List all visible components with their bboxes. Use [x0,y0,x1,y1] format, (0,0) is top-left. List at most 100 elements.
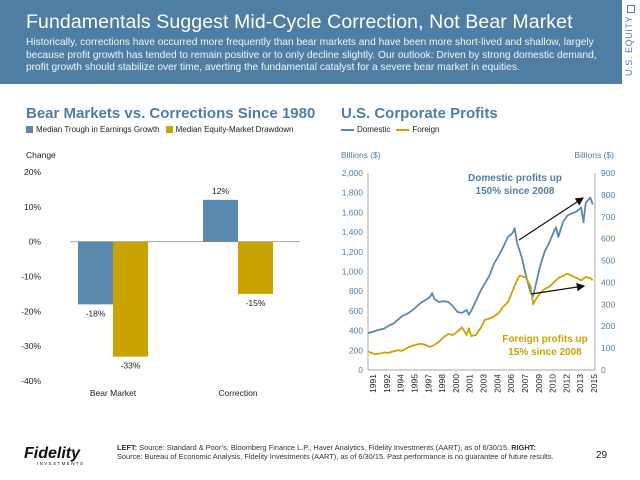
left-y-tick-label: 10% [24,202,41,212]
right-left-y-tick-label: 600 [349,306,363,316]
right-right-y-tick-label: 600 [601,234,615,244]
right-x-ticks: 1991 1992 1994 1995 1997 1998 2000 2001 2003 2004… [368,374,599,393]
left-y-tick-label: 0% [29,237,42,247]
right-left-y-tick-label: 1,000 [342,267,364,277]
right-x-tick-label: 2009 [534,374,544,393]
right-left-y-tick-label: 1,800 [342,188,364,198]
right-line-chart: Billions ($) Billions ($) 0 200 400 600 800 1… [341,150,615,393]
right-chart-title: U.S. Corporate Profits [341,105,498,122]
legend-swatch-gold [165,126,173,133]
footer-right-text: Source: Bureau of Economic Analysis, Fid… [117,452,554,462]
right-x-tick-label: 1994 [396,374,406,393]
right-right-y-tick-label: 0 [601,365,606,375]
legend-label-drawdown: Median Equity-Market Drawdown [175,125,294,134]
left-bars [78,199,273,357]
right-right-y-tick-label: 700 [601,212,615,222]
right-left-y-ticks: 0 200 400 600 800 1,000 1,200 1,400 1,600 1,800 2,… [342,168,364,375]
page-subtitle: Historically, corrections have occurred … [26,37,597,73]
foreign-arrow [530,282,586,295]
right-right-y-tick-label: 200 [601,321,615,331]
left-y-tick-label: -10% [21,272,41,282]
left-bar-chart: Change 20% 10% 0% -10% -20% -30% -40% -18% -33%… [21,150,300,398]
right-left-y-tick-label: 0 [358,365,363,375]
left-bar-labels: -18% -33% 12% -15% [86,186,266,371]
section-square-icon [627,5,635,13]
left-category-labels: Bear Market Correction [90,388,258,398]
left-y-tick-label: -20% [21,306,41,316]
right-left-y-tick-label: 800 [349,286,363,296]
right-x-tick-label: 1995 [409,374,419,393]
domestic-annotation-line1: Domestic profits up [468,173,562,184]
legend-label-earnings: Median Trough in Earnings Growth [36,125,160,134]
legend-item-earnings: Median Trough in Earnings Growth [26,125,160,134]
fidelity-logo-subtext: INVESTMENTS [37,461,84,466]
left-bar-label: 12% [212,186,229,196]
footer-source-note: LEFT: Source: Standard & Poor’s, Bloombe… [117,443,562,462]
foreign-series-line [367,272,594,356]
legend-item-foreign: Foreign [396,125,439,134]
page-title: Fundamentals Suggest Mid-Cycle Correctio… [26,11,573,33]
legend-item-domestic: Domestic [341,125,390,134]
fidelity-logo-wordmark: Fidelity [24,445,81,462]
right-left-y-tick-label: 1,400 [342,227,364,237]
right-right-y-tick-label: 900 [601,168,615,178]
right-right-y-tick-label: 400 [601,277,615,287]
right-right-y-tick-label: 500 [601,256,615,266]
left-bar-label: -15% [246,298,266,308]
right-left-y-tick-label: 1,200 [342,247,364,257]
right-x-tick-label: 2015 [589,374,599,393]
left-y-ticks: 20% 10% 0% -10% -20% -30% -40% [21,167,41,386]
right-left-y-tick-label: 200 [349,345,363,355]
right-left-y-tick-label: 2,000 [342,168,364,178]
left-bar-label: -18% [86,308,106,318]
left-bar [113,241,148,357]
left-chart-title: Bear Markets vs. Corrections Since 1980 [26,105,316,122]
footer-left-label: LEFT: [117,443,138,452]
header-banner: Fundamentals Suggest Mid-Cycle Correctio… [0,0,622,84]
right-x-tick-label: 1997 [423,374,433,393]
legend-line-gold [396,128,410,131]
legend-label-domestic: Domestic [357,125,391,134]
right-left-y-tick-label: 1,600 [342,207,364,217]
legend-item-drawdown: Median Equity-Market Drawdown [165,125,294,134]
domestic-arrow [518,197,585,241]
legend-label-foreign: Foreign [412,125,440,134]
right-left-y-tick-label: 400 [349,326,363,336]
right-x-tick-label: 2010 [548,374,558,393]
right-chart-legend: Domestic Foreign [341,125,445,134]
right-right-y-tick-label: 100 [601,343,615,353]
footer-right-label: RIGHT: [511,443,536,452]
right-x-tick-label: 2013 [575,374,585,393]
right-right-y-tick-label: 800 [601,190,615,200]
section-label-text: U.S. EQUITY [624,16,634,77]
left-bar-label: -33% [121,361,141,371]
domestic-annotation-line2: 150% since 2008 [476,186,555,197]
right-right-axis-label: Billions ($) [574,150,614,160]
right-x-tick-label: 1998 [437,374,447,393]
left-category-label: Bear Market [90,388,137,398]
left-chart-legend: Median Trough in Earnings Growth Median … [26,125,299,134]
page-number: 29 [596,450,608,461]
legend-line-blue [341,128,354,131]
domestic-series-line [368,196,594,334]
right-right-y-tick-label: 300 [601,299,615,309]
right-left-axis-label: Billions ($) [341,150,381,160]
left-bar [238,241,273,294]
fidelity-logo: Fidelity INVESTMENTS [24,445,84,466]
right-x-tick-label: 2000 [451,374,461,393]
left-y-axis-label: Change [26,150,56,160]
left-y-tick-label: -40% [21,376,41,386]
foreign-annotation-line1: Foreign profits up [502,334,588,345]
legend-swatch-blue [26,126,33,133]
right-x-tick-label: 2012 [561,374,571,393]
left-category-label: Correction [218,388,257,398]
footer-left-text: Source: Standard & Poor’s, Bloomberg Fin… [137,443,512,452]
left-y-tick-label: -30% [21,341,41,351]
section-side-label: U.S. EQUITY [623,0,640,120]
foreign-annotation-line2: 15% since 2008 [508,347,582,358]
right-x-tick-label: 2001 [465,374,475,393]
right-x-tick-label: 1992 [382,374,392,393]
left-y-tick-label: 20% [24,167,41,177]
right-x-tick-label: 2004 [492,374,502,393]
right-right-y-ticks: 0 100 200 300 400 500 600 700 800 900 [601,168,615,375]
